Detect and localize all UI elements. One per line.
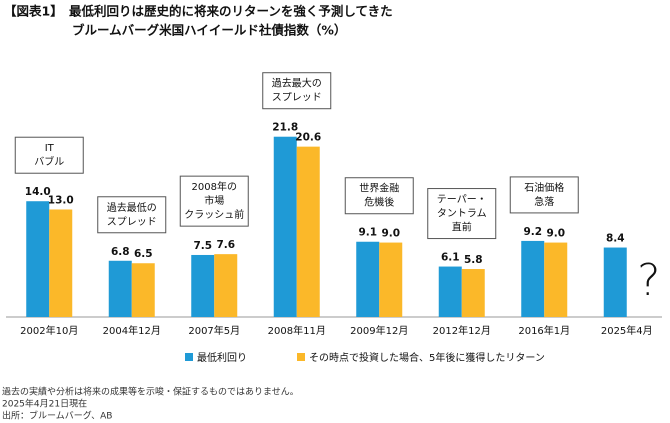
footnote: 過去の実績や分析は将来の成果等を示唆・保証するものではありません。 <box>2 386 299 398</box>
annotation-text: 直前 <box>452 221 472 234</box>
bar <box>191 254 215 317</box>
bar <box>214 254 238 317</box>
annotation-text: 2008年の <box>192 180 237 193</box>
value-label: 20.6 <box>295 132 321 144</box>
legend-label: その時点で投資した場合、5年後に獲得したリターン <box>309 351 545 364</box>
value-label: 7.5 <box>193 240 212 252</box>
x-tick-label: 2012年12月 <box>433 324 491 337</box>
bar <box>296 146 320 317</box>
annotation-text: 世界金融 <box>359 182 399 195</box>
bar <box>131 263 155 317</box>
annotation-text: 急落 <box>534 195 554 208</box>
annotation-box <box>97 196 167 234</box>
legend-swatch <box>297 353 305 361</box>
annotation-box <box>344 177 414 215</box>
annotation-box <box>179 175 249 227</box>
x-tick-label: 2002年10月 <box>20 324 78 337</box>
x-tick-label: 2004年12月 <box>103 324 161 337</box>
value-label: 5.8 <box>464 254 483 266</box>
value-label: 9.1 <box>358 227 377 239</box>
value-label: 6.5 <box>134 248 153 260</box>
value-label: 9.0 <box>546 228 565 240</box>
value-label: 14.0 <box>25 186 51 198</box>
legend-label: 最低利回り <box>197 351 247 364</box>
annotation-text: スプレッド <box>272 92 322 104</box>
bar <box>356 241 380 317</box>
annotation-text: テーパー・ <box>437 194 487 206</box>
annotation-text: 過去最低の <box>107 201 157 214</box>
value-label: 9.2 <box>523 226 542 238</box>
chart-subtitle: ブルームバーグ米国ハイイールド社債指数（%） <box>72 23 346 38</box>
annotation-text: 過去最大の <box>272 77 322 90</box>
annotation-text: クラッシュ前 <box>184 208 244 221</box>
annotation-text: バブル <box>34 155 64 168</box>
bar <box>438 266 462 317</box>
annotation-box <box>509 176 579 214</box>
bar <box>26 201 50 317</box>
legend-swatch <box>185 353 193 361</box>
annotation-text: タントラム <box>437 208 487 220</box>
question-mark: ? <box>637 255 660 306</box>
annotation-box <box>427 188 497 240</box>
annotation-text: 市場 <box>204 194 224 207</box>
bar <box>379 242 403 317</box>
bar <box>603 247 627 317</box>
bar <box>273 136 297 317</box>
value-label: 21.8 <box>272 122 298 134</box>
bar <box>108 260 132 317</box>
footnote: 2025年4月21日現在 <box>2 398 87 410</box>
x-tick-label: 2025年4月 <box>601 324 653 337</box>
annotation-text: スプレッド <box>107 216 157 228</box>
footnote: 出所：ブルームバーグ、AB <box>2 410 112 422</box>
x-tick-label: 2016年1月 <box>518 324 570 337</box>
annotation-text: 石油価格 <box>524 181 564 194</box>
value-label: 8.4 <box>606 233 625 245</box>
bar <box>49 209 73 317</box>
bar <box>544 242 568 317</box>
value-label: 13.0 <box>48 194 74 206</box>
value-label: 9.0 <box>381 228 400 240</box>
bar <box>461 269 485 317</box>
bar <box>521 240 545 317</box>
annotation-box <box>262 72 332 110</box>
chart-title: 【図表1】 最低利回りは歴史的に将来のリターンを強く予測してきた <box>4 4 393 19</box>
x-tick-label: 2009年12月 <box>350 324 408 337</box>
value-label: 6.1 <box>441 252 460 264</box>
annotation-text: 危機後 <box>364 196 394 209</box>
x-tick-label: 2008年11月 <box>268 324 326 337</box>
x-tick-label: 2007年5月 <box>188 324 240 337</box>
annotation-text: IT <box>45 143 55 154</box>
value-label: 7.6 <box>216 239 235 251</box>
value-label: 6.8 <box>111 246 130 258</box>
annotation-box <box>14 136 84 174</box>
